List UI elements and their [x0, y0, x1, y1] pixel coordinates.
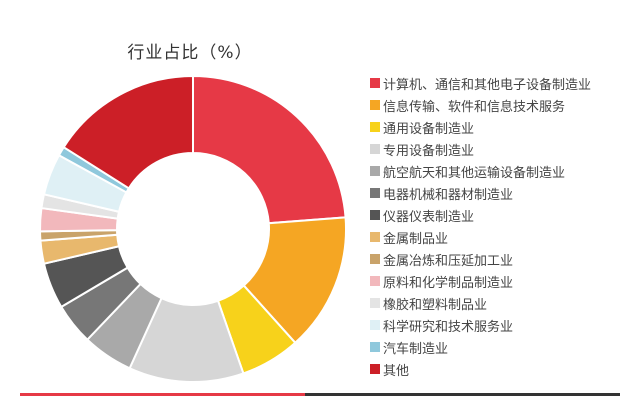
legend-item: 橡胶和塑料制品业 [370, 292, 591, 314]
footer-bar-red [20, 393, 305, 396]
legend-swatch [370, 100, 380, 110]
legend-item: 汽车制造业 [370, 336, 591, 358]
footer-bar [20, 393, 620, 396]
legend-swatch [370, 122, 380, 132]
legend: 计算机、通信和其他电子设备制造业 信息传输、软件和信息技术服务 通用设备制造业 专用设… [370, 72, 591, 380]
legend-label: 金属制品业 [383, 231, 449, 247]
legend-label: 其他 [383, 363, 410, 379]
legend-label: 汽车制造业 [383, 341, 449, 357]
donut-slice [192, 74, 347, 225]
legend-item: 航空航天和其他运输设备制造业 [370, 160, 591, 182]
legend-swatch [370, 232, 380, 242]
legend-item: 金属冶炼和压延加工业 [370, 248, 591, 270]
legend-item: 通用设备制造业 [370, 116, 591, 138]
legend-item: 仪器仪表制造业 [370, 204, 591, 226]
legend-item: 计算机、通信和其他电子设备制造业 [370, 72, 591, 94]
legend-item: 专用设备制造业 [370, 138, 591, 160]
legend-label: 金属冶炼和压延加工业 [383, 253, 514, 269]
legend-item: 金属制品业 [370, 226, 591, 248]
legend-swatch [370, 298, 380, 308]
legend-swatch [370, 320, 380, 330]
legend-item: 原料和化学制品制造业 [370, 270, 591, 292]
legend-label: 原料和化学制品制造业 [383, 275, 514, 291]
legend-label: 专用设备制造业 [383, 143, 475, 159]
legend-item: 科学研究和技术服务业 [370, 314, 591, 336]
legend-item: 信息传输、软件和信息技术服务 [370, 94, 591, 116]
legend-label: 电器机械和器材制造业 [383, 187, 514, 203]
legend-label: 仪器仪表制造业 [383, 209, 475, 225]
legend-swatch [370, 342, 380, 352]
legend-swatch [370, 188, 380, 198]
legend-label: 科学研究和技术服务业 [383, 319, 514, 335]
legend-label: 通用设备制造业 [383, 121, 475, 137]
legend-label: 计算机、通信和其他电子设备制造业 [383, 77, 592, 93]
legend-swatch [370, 276, 380, 286]
legend-label: 信息传输、软件和信息技术服务 [383, 99, 566, 115]
legend-swatch [370, 364, 380, 374]
footer-bar-dark [305, 393, 620, 396]
legend-item: 电器机械和器材制造业 [370, 182, 591, 204]
legend-swatch [370, 210, 380, 220]
legend-label: 航空航天和其他运输设备制造业 [383, 165, 566, 181]
legend-swatch [370, 254, 380, 264]
donut-slice [62, 74, 194, 190]
legend-swatch [370, 144, 380, 154]
legend-label: 橡胶和塑料制品业 [383, 297, 488, 313]
chart-title: 行业占比（%） [127, 43, 253, 63]
legend-item: 其他 [370, 358, 591, 380]
legend-swatch [370, 78, 380, 88]
legend-swatch [370, 166, 380, 176]
